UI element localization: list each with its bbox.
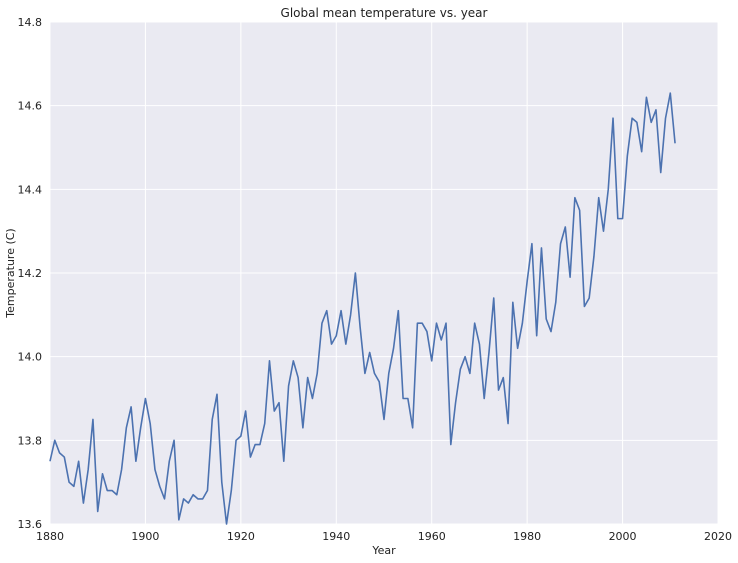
y-gridlines (50, 21, 718, 525)
x-tick-label: 1920 (227, 530, 255, 543)
x-tick-label: 2020 (704, 530, 732, 543)
y-axis-ticks: 13.6 13.8 14.0 14.2 14.4 14.6 14.8 (18, 16, 43, 531)
y-tick-label: 14.0 (18, 351, 43, 364)
x-tick-label: 1880 (36, 530, 64, 543)
y-axis-label: Temperature (C) (4, 228, 17, 318)
y-tick-label: 14.8 (18, 16, 43, 29)
y-tick-label: 13.8 (18, 434, 43, 447)
y-tick-label: 14.6 (18, 100, 43, 113)
y-tick-label: 14.2 (18, 267, 43, 280)
x-tick-label: 1940 (322, 530, 350, 543)
x-tick-label: 1980 (513, 530, 541, 543)
x-axis-label: Year (371, 544, 396, 557)
x-tick-label: 2000 (609, 530, 637, 543)
y-tick-label: 13.6 (18, 518, 43, 531)
series-line (49, 92, 676, 525)
chart-title: Global mean temperature vs. year (281, 6, 488, 20)
x-tick-label: 1960 (418, 530, 446, 543)
x-axis-ticks: 1880 1900 1920 1940 1960 1980 2000 2020 (36, 530, 732, 543)
y-tick-label: 14.4 (18, 183, 43, 196)
x-tick-label: 1900 (131, 530, 159, 543)
